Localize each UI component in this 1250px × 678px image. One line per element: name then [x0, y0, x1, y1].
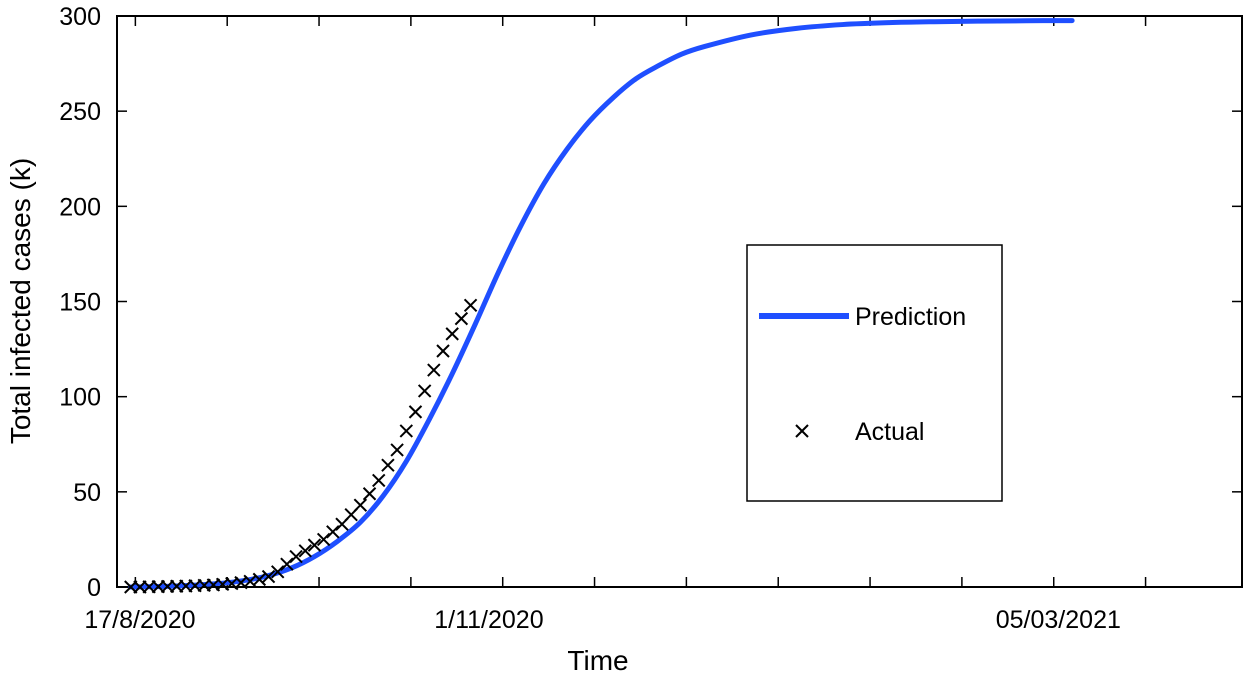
actual-point-35	[445, 327, 459, 341]
x-tick-label-1: 1/11/2020	[434, 606, 543, 634]
actual-point-20-stroke-b	[307, 538, 322, 552]
actual-point-36	[454, 311, 469, 326]
actual-point-33-stroke-b	[427, 363, 441, 377]
y-tick-label-4: 200	[59, 193, 101, 221]
actual-point-26	[362, 487, 377, 501]
actual-point-37	[463, 298, 478, 313]
actual-point-14	[252, 572, 267, 587]
actual-point-30-stroke-b	[399, 424, 413, 438]
actual-point-9-stroke-b	[206, 578, 221, 592]
actual-point-22-stroke-b	[326, 525, 340, 539]
actual-point-35-stroke-b	[445, 327, 459, 341]
actual-point-28	[381, 458, 395, 472]
actual-point-31	[408, 405, 423, 419]
actual-point-26-stroke-b	[362, 487, 377, 501]
actual-point-29	[390, 443, 404, 457]
actual-point-21	[316, 532, 331, 547]
actual-point-29-stroke-b	[390, 443, 404, 457]
y-axis-tick-labels: 0 50 100 150 200 250 300	[59, 3, 101, 602]
actual-point-18	[289, 549, 303, 564]
legend-prediction-label: Prediction	[855, 303, 966, 331]
actual-point-14-stroke-b	[252, 572, 267, 587]
actual-point-25-stroke-b	[353, 498, 368, 512]
actual-point-27	[372, 473, 386, 488]
actual-point-16-stroke-b	[271, 565, 285, 579]
x-tick-label-0: 17/8/2020	[84, 606, 195, 634]
actual-point-12-stroke-b	[234, 575, 248, 590]
legend-box	[746, 244, 1003, 502]
x-axis-tick-labels: 17/8/2020 1/11/2020 05/03/2021	[84, 606, 1121, 634]
actual-point-33	[427, 363, 441, 377]
actual-point-15	[261, 569, 276, 584]
legend-actual-marker	[795, 424, 809, 438]
series-layer	[124, 18, 1075, 594]
y-tick-label-5: 250	[59, 98, 101, 126]
actual-point-8-stroke-b	[197, 578, 211, 592]
actual-point-7-stroke-b	[188, 578, 202, 593]
actual-point-34	[436, 344, 450, 358]
actual-point-17	[280, 557, 294, 571]
y-axis-title: Total infected cases (k)	[5, 158, 36, 444]
actual-point-25	[353, 498, 368, 512]
legend-actual-label: Actual	[855, 418, 924, 446]
actual-point-31-stroke-b	[408, 405, 423, 419]
actual-point-18-stroke-b	[289, 549, 303, 564]
prediction-line	[128, 18, 1075, 590]
actual-markers	[124, 298, 478, 594]
actual-point-21-stroke-b	[316, 532, 331, 547]
actual-point-16	[271, 565, 285, 579]
actual-point-28-stroke-b	[381, 458, 395, 472]
actual-point-15-stroke-b	[261, 569, 276, 584]
actual-point-10-stroke-b	[215, 577, 230, 592]
y-axis-ticks	[117, 15, 1242, 588]
actual-point-20	[307, 538, 322, 552]
y-tick-label-6: 300	[59, 3, 101, 31]
y-tick-label-1: 50	[73, 479, 101, 507]
actual-point-27-stroke-b	[372, 473, 386, 488]
y-tick-label-0: 0	[87, 574, 101, 602]
actual-point-17-stroke-b	[280, 557, 294, 571]
actual-point-19-stroke-b	[298, 544, 312, 558]
actual-point-13-stroke-b	[243, 574, 257, 588]
actual-point-30	[399, 424, 413, 438]
actual-point-22	[326, 525, 340, 539]
x-tick-label-2: 05/03/2021	[996, 606, 1121, 634]
actual-point-36-stroke-b	[454, 311, 469, 326]
y-tick-label-2: 100	[59, 384, 101, 412]
y-tick-label-3: 150	[59, 289, 101, 317]
actual-point-11-stroke-b	[225, 576, 239, 591]
actual-point-34-stroke-b	[436, 344, 450, 358]
actual-point-37-stroke-b	[463, 298, 478, 313]
actual-point-6-stroke-b	[179, 579, 193, 593]
actual-point-32-stroke-b	[417, 384, 432, 398]
legend: Prediction Actual	[746, 244, 1003, 502]
x-axis-title: Time	[567, 645, 628, 676]
plot-area	[116, 15, 1243, 588]
actual-point-32	[417, 384, 432, 398]
actual-point-19	[298, 544, 312, 558]
